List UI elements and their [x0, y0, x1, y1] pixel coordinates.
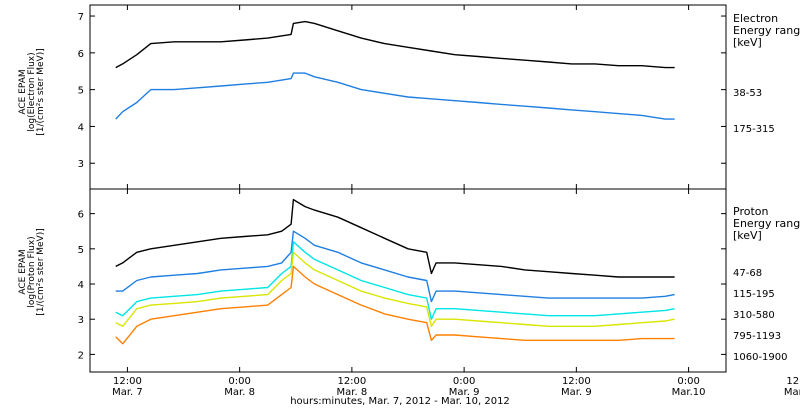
legend-entry: 115-195 — [733, 289, 775, 300]
legend-title-line: [keV] — [733, 36, 762, 49]
y-axis-label: ACE EPAMlog(Proton Flux)[1/(cm²s ster Me… — [18, 228, 46, 315]
x-tick-time-label: 0:00 — [453, 376, 475, 387]
legend-entry: 47-68 — [733, 268, 762, 279]
legend-entry: 795-1193 — [733, 331, 781, 342]
legend-entry: 1060-1900 — [733, 352, 788, 363]
legend-title-line: Proton — [733, 205, 768, 218]
y-axis-label-line: ACE EPAM — [18, 69, 28, 114]
x-tick-time-label: 0:00 — [677, 376, 699, 387]
electron-panel: 3 4 5 6 7 ACE EPAMlog(Electron Flux)[1/(cm²s … — [18, 4, 800, 190]
y-tick-label: 3 — [78, 315, 84, 326]
x-tick-date-label: Mar. 7 — [112, 387, 143, 398]
y-tick-label: 5 — [78, 86, 84, 97]
y-axis-label-line: log(Proton Flux) — [27, 236, 37, 307]
x-tick-date-label: Mar.10 — [672, 387, 706, 398]
y-tick-label: 6 — [78, 210, 84, 221]
legend-title-line: Energy ranges — [733, 217, 800, 230]
x-tick-date-label: Mar.10 — [784, 387, 800, 398]
legend-entry: 175-315 — [733, 124, 775, 135]
legend-title-line: Electron — [733, 12, 778, 25]
plot-frame — [89, 188, 727, 373]
legend-title-line: Energy ranges — [733, 24, 800, 37]
series-line-310-580 — [115, 241, 675, 320]
legend-entry: 310-580 — [733, 310, 775, 321]
series-line-115-195 — [115, 230, 675, 303]
y-tick-label: 5 — [78, 245, 84, 256]
y-axis-label-line: [1/(cm²s ster MeV)] — [36, 48, 46, 135]
y-tick-label: 6 — [78, 49, 84, 60]
x-tick-time-label: 0:00 — [228, 376, 250, 387]
y-axis-label-line: [1/(cm²s ster MeV)] — [36, 228, 46, 315]
x-tick-date-label: Mar. 9 — [449, 387, 480, 398]
y-axis-label-line: ACE EPAM — [18, 249, 28, 294]
proton-panel: 2 3 4 5 6 ACE EPAMlog(Proton Flux)[1/(cm²s st… — [18, 188, 800, 373]
series-line-38-53 — [115, 20, 675, 69]
x-axis-title: hours:minutes, Mar. 7, 2012 - Mar. 10, 2… — [290, 396, 510, 407]
x-tick-date-label: Mar. 9 — [561, 387, 592, 398]
y-axis-label-line: log(Electron Flux) — [27, 52, 37, 131]
x-tick-time-label: 12:00 — [786, 376, 800, 387]
series-line-795-1193 — [115, 251, 675, 327]
x-tick-time-label: 12:00 — [337, 376, 366, 387]
y-tick-label: 4 — [78, 280, 84, 291]
series-line-175-315 — [115, 72, 675, 120]
y-tick-label: 3 — [78, 159, 84, 170]
legend-entry: 38-53 — [733, 88, 762, 99]
y-tick-label: 4 — [78, 122, 84, 133]
series-line-47-68 — [115, 198, 675, 278]
x-tick-time-label: 12:00 — [113, 376, 142, 387]
legend-title-line: [keV] — [733, 229, 762, 242]
x-tick-time-label: 12:00 — [562, 376, 591, 387]
x-tick-date-label: Mar. 8 — [224, 387, 255, 398]
y-tick-label: 7 — [78, 12, 84, 23]
x-tick-date-label: Mar. 8 — [337, 387, 368, 398]
series-line-1060-1900 — [115, 265, 675, 345]
y-tick-label: 2 — [78, 350, 84, 361]
y-axis-label: ACE EPAMlog(Electron Flux)[1/(cm²s ster … — [18, 48, 46, 135]
